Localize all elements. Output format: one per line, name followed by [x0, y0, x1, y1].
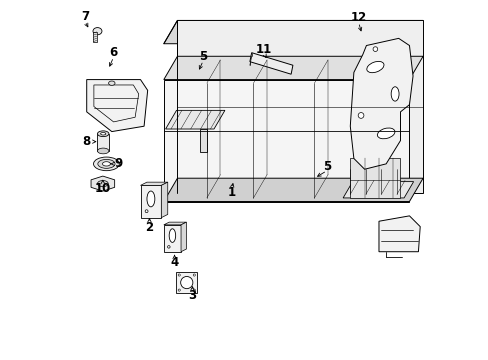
Polygon shape — [181, 222, 186, 252]
Text: 5: 5 — [199, 50, 207, 63]
Polygon shape — [94, 85, 139, 122]
Text: 2: 2 — [145, 221, 153, 234]
Polygon shape — [163, 178, 422, 202]
Ellipse shape — [366, 62, 383, 73]
Polygon shape — [163, 56, 422, 80]
Polygon shape — [161, 182, 167, 218]
Ellipse shape — [390, 87, 398, 101]
Polygon shape — [91, 176, 114, 191]
Text: 4: 4 — [170, 256, 178, 269]
Ellipse shape — [147, 191, 155, 207]
Polygon shape — [349, 158, 400, 198]
Text: 12: 12 — [350, 12, 366, 24]
Ellipse shape — [372, 47, 377, 51]
Ellipse shape — [193, 289, 195, 291]
Bar — [163, 225, 181, 252]
Bar — [97, 134, 109, 151]
Ellipse shape — [93, 157, 119, 171]
Polygon shape — [165, 111, 224, 129]
Text: 10: 10 — [95, 182, 111, 195]
Ellipse shape — [178, 289, 180, 291]
Ellipse shape — [97, 131, 109, 136]
Text: 3: 3 — [188, 289, 196, 302]
Text: 9: 9 — [114, 157, 122, 170]
Polygon shape — [163, 222, 186, 225]
Polygon shape — [378, 216, 419, 252]
Text: 7: 7 — [81, 10, 89, 23]
Polygon shape — [86, 80, 147, 132]
Polygon shape — [93, 32, 97, 42]
Ellipse shape — [180, 276, 192, 289]
Text: 6: 6 — [109, 46, 118, 59]
Ellipse shape — [101, 132, 105, 135]
Text: 5: 5 — [322, 160, 330, 173]
Ellipse shape — [193, 274, 195, 276]
Polygon shape — [249, 53, 292, 74]
Polygon shape — [163, 21, 422, 44]
Polygon shape — [199, 129, 206, 152]
Polygon shape — [343, 181, 413, 198]
Ellipse shape — [357, 113, 363, 118]
Text: 8: 8 — [81, 135, 90, 148]
Polygon shape — [140, 182, 167, 185]
Ellipse shape — [108, 81, 115, 85]
Ellipse shape — [169, 229, 175, 242]
Ellipse shape — [377, 128, 394, 139]
Ellipse shape — [98, 159, 115, 168]
Ellipse shape — [97, 148, 109, 154]
Ellipse shape — [178, 274, 180, 276]
Polygon shape — [177, 21, 422, 193]
Text: 11: 11 — [256, 42, 272, 55]
Ellipse shape — [145, 210, 148, 213]
Ellipse shape — [102, 162, 110, 166]
Ellipse shape — [97, 180, 108, 186]
Ellipse shape — [93, 28, 102, 35]
Bar — [140, 185, 161, 218]
Bar — [176, 272, 197, 293]
Ellipse shape — [167, 246, 170, 248]
Polygon shape — [349, 39, 412, 169]
Text: 1: 1 — [227, 186, 236, 199]
Polygon shape — [163, 80, 408, 202]
